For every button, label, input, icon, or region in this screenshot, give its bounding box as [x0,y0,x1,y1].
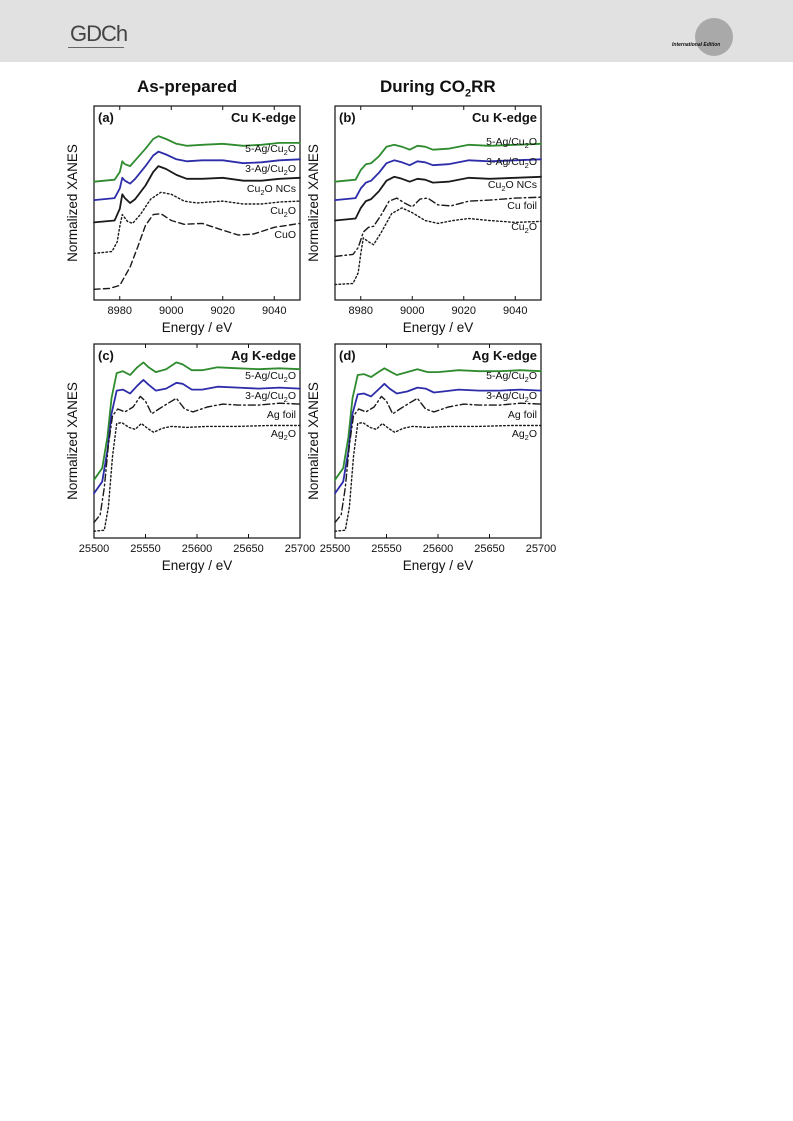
x-axis-label: Energy / eV [162,320,233,335]
x-tick-label: 9040 [503,305,527,317]
panel-b: 8980 9000 9020 9040 Energy / eV Normalized XA… [306,105,542,335]
series-line-3 [334,175,542,222]
series-line-2 [93,379,301,495]
curve-label: 5-Ag/Cu2O [486,136,537,150]
curve-label: Ag2O [271,428,296,442]
panel-label: (b) [339,110,356,125]
y-axis-label: Normalized XANES [65,382,80,500]
curve-label: 3-Ag/Cu2O [486,390,537,404]
edge-label: Ag K-edge [472,348,537,363]
x-tick-label: 25600 [423,543,454,555]
x-axis-label: Energy / eV [162,558,233,573]
curve-label: 5-Ag/Cu2O [486,370,537,384]
x-tick-label: 9000 [159,305,183,317]
series-line-5 [93,213,301,290]
curve-label: 5-Ag/Cu2O [245,143,296,157]
edition-badge [695,18,733,56]
panel-label: (a) [98,110,114,125]
panel-a: 8980 9000 9020 9040 Energy / eV Normalized XA… [65,105,301,335]
curve-label: Ag foil [267,409,296,421]
x-tick-label: 9020 [211,305,235,317]
column-title-left: As-prepared [137,77,238,96]
panel-d: 25500 25550 25600 25650 25700 Energy / eV Norm… [306,343,557,573]
x-tick-label: 8980 [349,305,373,317]
y-axis-label: Normalized XANES [65,144,80,262]
series-line-3 [93,395,301,524]
series-line-4 [93,191,301,255]
x-tick-label: 25650 [474,543,505,555]
curve-label: Ag foil [508,409,537,421]
x-tick-label: 25700 [526,543,557,555]
gdch-logo: GDCh [70,21,128,46]
column-title-right-sub: 2 [465,87,472,100]
x-axis-label: Energy / eV [403,320,474,335]
column-title-right: During CO2RR [380,77,496,99]
edge-label: Ag K-edge [231,348,296,363]
gdch-logo-underline [68,47,124,48]
panel-label: (d) [339,348,356,363]
panel-label: (c) [98,348,114,363]
curve-label: 3-Ag/Cu2O [245,163,296,177]
column-title-right-prefix: During CO [380,77,465,96]
series-line-5 [334,207,542,286]
curve-label: Cu foil [507,200,537,212]
panel-c: 25500 25550 25600 25650 25700 Energy / eV Norm… [65,343,316,573]
curve-label: Cu2O NCs [488,179,537,193]
x-tick-label: 25600 [182,543,213,555]
series-line-4 [334,421,542,532]
series-line-2 [93,150,301,201]
plot-frame [334,105,542,301]
series-line-2 [334,158,542,201]
y-axis-label: Normalized XANES [306,382,321,500]
series-line-1 [334,367,542,481]
y-axis-label: Normalized XANES [306,144,321,262]
x-tick-label: 25650 [233,543,264,555]
series-line-3 [334,395,542,524]
journal-header [0,0,793,62]
x-tick-label: 9000 [400,305,424,317]
series-line-4 [334,196,542,258]
edition-label: International Edition [672,42,721,48]
edge-label: Cu K-edge [231,110,296,125]
column-title-right-suffix: RR [471,77,496,96]
x-tick-label: 25550 [130,543,161,555]
series-line-1 [93,135,301,183]
curve-label: Cu2O [270,205,296,219]
curve-label: Cu2O NCs [247,183,296,197]
series-line-3 [93,165,301,224]
curve-label: 3-Ag/Cu2O [245,390,296,404]
x-tick-label: 25500 [79,543,110,555]
curve-label: 3-Ag/Cu2O [486,156,537,170]
curve-label: CuO [274,229,296,241]
x-tick-label: 25500 [320,543,351,555]
series-line-2 [334,382,542,495]
x-tick-label: 9020 [452,305,476,317]
series-line-4 [93,421,301,532]
curve-label: 5-Ag/Cu2O [245,370,296,384]
edge-label: Cu K-edge [472,110,537,125]
x-axis-label: Energy / eV [403,558,474,573]
x-tick-label: 8980 [108,305,132,317]
curve-label: Ag2O [512,428,537,442]
plot-frame [93,105,301,301]
x-tick-label: 25550 [371,543,402,555]
curve-label: Cu2O [511,221,537,235]
series-line-1 [334,142,542,183]
series-line-1 [93,361,301,481]
x-tick-label: 9040 [262,305,286,317]
x-tick-label: 25700 [285,543,316,555]
